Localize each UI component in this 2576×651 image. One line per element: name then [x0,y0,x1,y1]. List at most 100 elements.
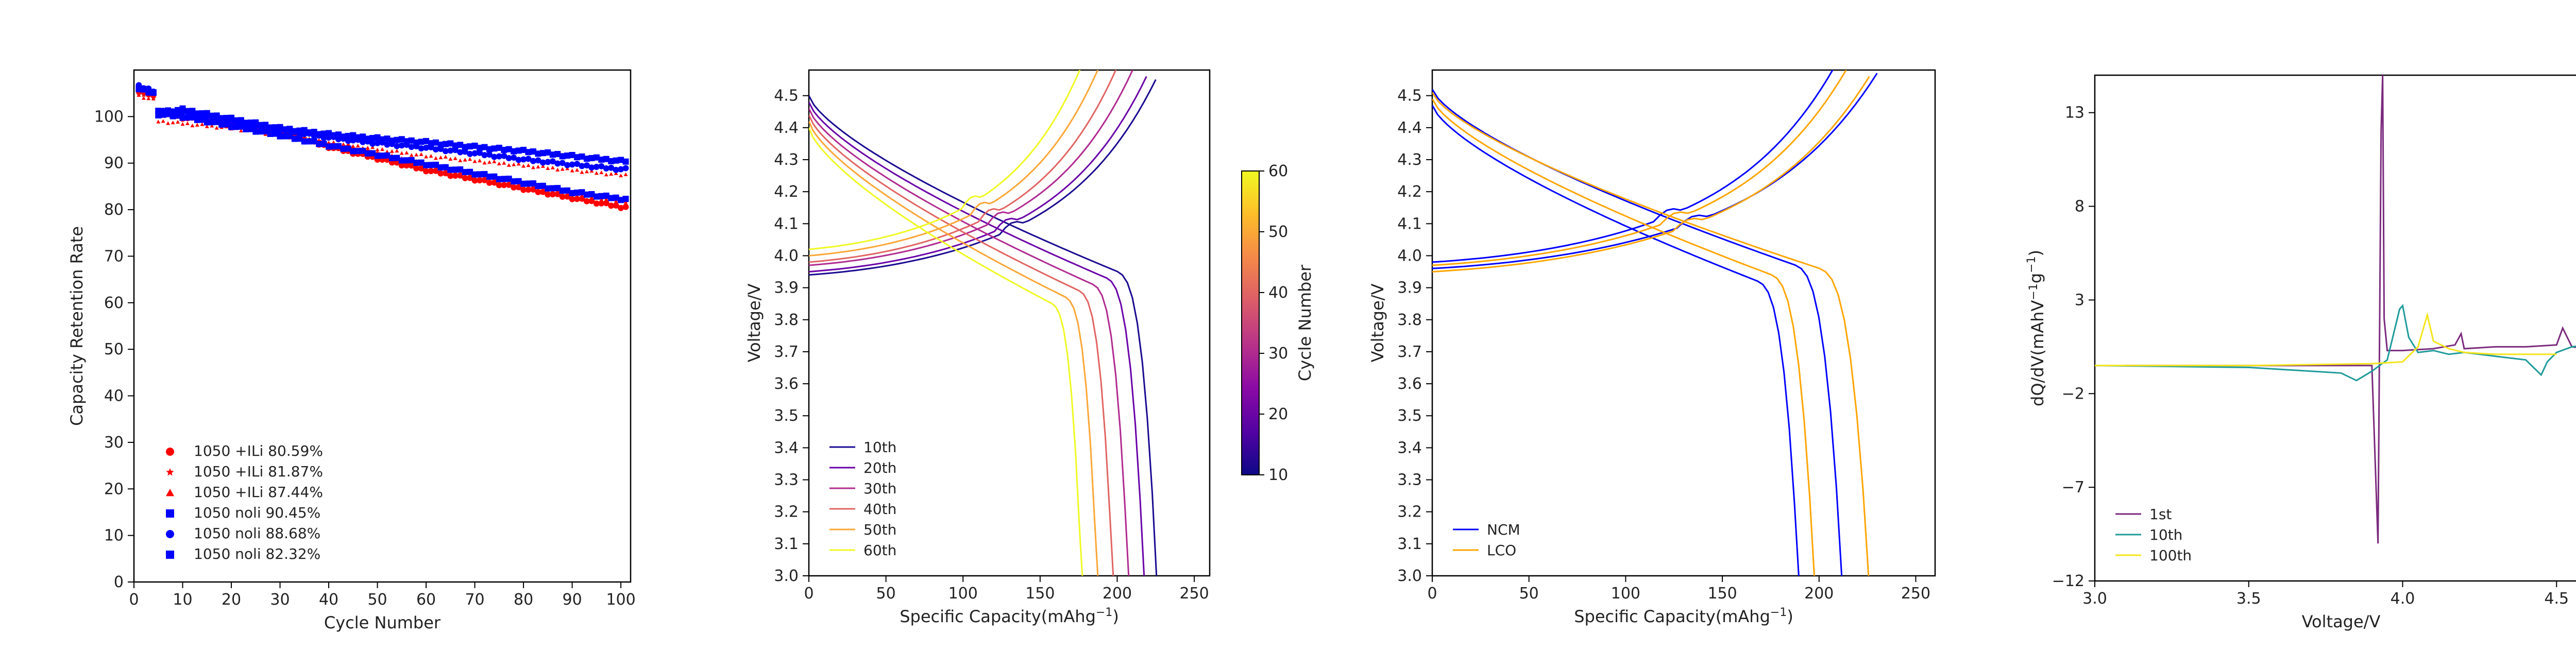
materials-ytick-label: 3.1 [1397,535,1422,553]
retention-legend-marker [166,448,174,456]
retention-ytick-label: 40 [104,387,124,405]
retention-point [409,153,414,157]
retention-point [501,152,507,159]
retention-point [531,165,535,169]
retention-point [398,162,405,169]
retention-point [588,191,595,198]
cycles-xtick-label: 200 [1103,585,1132,603]
retention-point [511,155,517,161]
retention-point [369,150,376,157]
retention-point [618,166,624,173]
retention-point [458,158,463,162]
retention-point [228,118,235,125]
retention-point [437,146,444,152]
retention-xtick-label: 90 [562,591,582,609]
retention-point [583,162,590,169]
retention-point [564,152,571,159]
materials-legend-label: LCO [1487,542,1516,559]
cycles-frame [808,69,1211,577]
retention-point [135,85,142,92]
retention-point [296,127,303,134]
retention-legend-label: 1050 noli 90.45% [194,504,320,521]
dqdv-line [2095,312,2557,367]
retention-point [413,160,420,166]
retention-point [384,135,391,142]
retention-point [549,185,556,192]
retention-point [477,149,483,156]
retention-point [205,124,209,128]
retention-point [330,143,337,150]
dqdv-ytick-label: 3 [2075,291,2084,309]
retention-point [374,140,381,146]
retention-point [296,135,303,142]
retention-point [545,159,551,165]
retention-point [564,162,571,168]
retention-point [350,148,357,155]
retention-point [429,153,433,158]
dqdv-ytick-label: −7 [2062,478,2084,496]
retention-point [622,158,629,165]
retention-point [462,144,468,150]
retention-point [170,108,176,115]
retention-point [166,121,171,125]
retention-point [588,164,595,171]
retention-point [613,194,619,201]
retention-point [467,150,473,157]
retention-point [195,123,199,127]
retention-point [457,166,464,173]
retention-point [204,119,210,126]
retention-point [471,150,478,157]
retention-point [555,167,560,172]
cycles-legend-label: 30th [863,480,896,497]
retention-point [622,203,629,210]
retention-point [549,158,556,165]
retention-point [291,135,298,142]
retention-point [593,200,600,207]
retention-frame [133,69,632,583]
retention-point [457,142,464,148]
retention-point [399,151,404,155]
retention-point [385,149,389,153]
retention-point [554,160,561,167]
retention-point [326,130,332,136]
retention-point [515,157,522,163]
retention-point [403,142,410,148]
retention-xtick-label: 50 [367,591,387,609]
retention-point [320,134,327,141]
materials-xlabel: Specific Capacity(mAhg−1) [1574,606,1793,626]
materials-ytick-label: 3.3 [1397,471,1422,489]
dqdv-ytick-label: −2 [2062,385,2084,403]
materials-ytick-label: 3.5 [1397,407,1422,425]
cycles-ytick-label: 4.5 [774,87,799,105]
retention-xlabel: Cycle Number [324,613,441,632]
cycles-xlabel: Specific Capacity(mAhg−1) [900,606,1119,626]
retention-point [448,157,453,161]
retention-point [457,149,464,156]
retention-point [388,141,395,147]
retention-point [140,85,147,92]
retention-point [603,156,609,162]
dqdv-xlabel: Voltage/V [2302,612,2381,631]
retention-point [316,132,323,139]
retention-point [218,121,225,128]
retention-xtick-label: 10 [173,591,192,609]
retention-point [559,160,566,166]
materials-ytick-label: 3.4 [1397,439,1422,457]
cycles-ytick-label: 3.3 [774,471,799,489]
retention-point [375,147,380,151]
retention-ytick-label: 90 [104,155,124,173]
panel-voltage-cycles: 0 50 100 150 200 250 3.0 3.1 3.2 3.3 3.4 3.5 3.6 3.7 3… [744,69,1315,626]
retention-point [209,119,215,126]
retention-point [360,133,366,140]
cycles-ytick-label: 4.3 [774,151,799,169]
retention-point [471,177,478,184]
retention-ytick-label: 30 [104,434,124,452]
retention-point [286,133,293,140]
retention-point [491,145,498,152]
retention-point [622,196,629,202]
retention-point [355,144,360,148]
cycles-charge-line [809,79,1157,276]
retention-point [554,151,561,158]
retention-point [432,161,439,168]
